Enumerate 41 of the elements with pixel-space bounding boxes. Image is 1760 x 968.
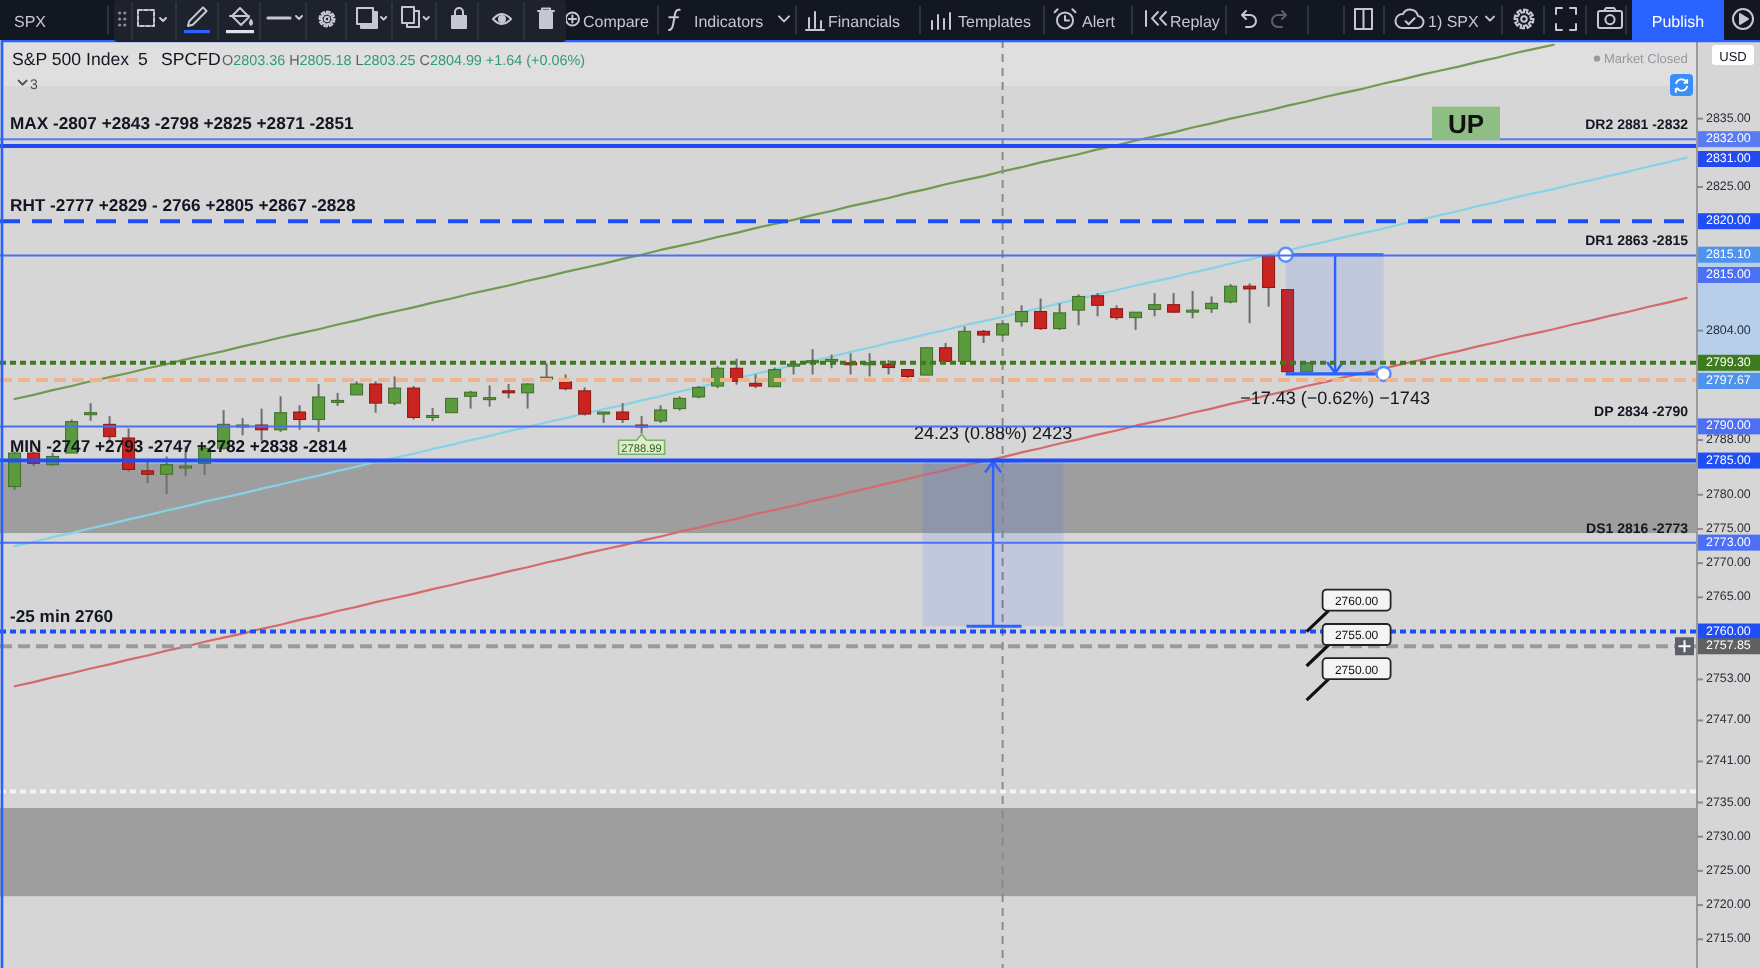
ref-line-label: MAX -2807 +2843 -2798 +2825 +2871 -2851 (10, 113, 354, 134)
candlestick (1186, 289, 1200, 320)
candlestick (1053, 302, 1067, 331)
candlestick (388, 375, 402, 407)
candlestick (1243, 282, 1257, 325)
candlestick (1034, 297, 1048, 331)
text: Publish (1651, 12, 1705, 31)
candlestick (483, 384, 497, 408)
annotation: UP (1447, 108, 1485, 139)
candlestick (1015, 304, 1029, 328)
candlestick (160, 455, 174, 496)
band-label: 24.23 (0.88%) 2423 (914, 422, 1073, 443)
candlestick (312, 382, 326, 433)
text: 1) SPX (1428, 12, 1481, 31)
candlestick (578, 386, 592, 417)
text: S&P 500 Index (12, 49, 131, 69)
candlestick (369, 380, 383, 414)
text: Financials (828, 12, 901, 31)
candlestick (1262, 253, 1276, 308)
text: Compare (583, 12, 650, 31)
text: SPX (14, 12, 48, 31)
ref-line-label: -25 min 2760 (10, 605, 114, 626)
candlestick (521, 382, 535, 410)
text: Templates (958, 12, 1031, 31)
text: Replay (1170, 12, 1220, 31)
candlestick (141, 460, 155, 485)
text: Indicators (694, 12, 764, 31)
candlestick (1072, 293, 1086, 327)
annotation: 5 (138, 49, 148, 69)
text: Alert (1082, 12, 1117, 31)
candlestick (616, 402, 630, 424)
band-label: −17.43 (−0.62%) −1743 (1240, 387, 1430, 408)
annotation: SPCFD (161, 49, 221, 69)
ref-line-label: RHT -2777 +2829 - 2766 +2805 +2867 -2828 (10, 195, 356, 216)
candlestick (407, 385, 421, 421)
candlestick (1148, 292, 1162, 318)
candlestick (293, 404, 307, 431)
candlestick (1167, 292, 1181, 314)
line-series (13, 156, 1688, 548)
candlestick (1091, 292, 1105, 318)
line-series (13, 296, 1688, 688)
